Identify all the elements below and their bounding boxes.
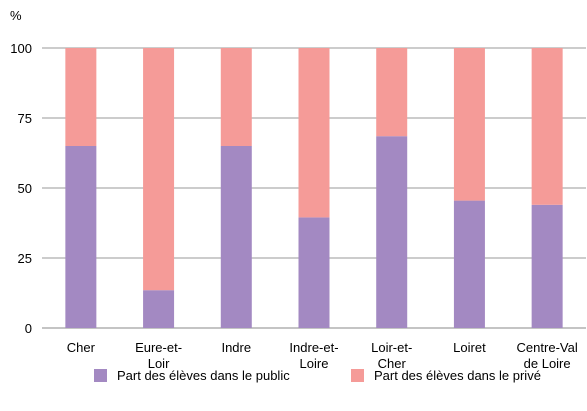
x-category-label-6: Centre-Val de Loire <box>517 340 578 371</box>
bar-public-3 <box>298 217 330 328</box>
legend-label-public: Part des élèves dans le public <box>117 368 290 383</box>
bar-public-2 <box>220 146 252 328</box>
x-category-label-1: Eure-et-Loir <box>135 340 182 371</box>
legend-item-public: Part des élèves dans le public <box>94 368 290 383</box>
legend-item-private: Part des élèves dans le privé <box>351 368 541 383</box>
y-tick-label-50: 50 <box>18 181 32 196</box>
x-category-label-3: Indre-et-Loire <box>289 340 338 371</box>
x-category-label-2: Indre <box>221 340 251 355</box>
bar-public-4 <box>376 136 408 328</box>
x-axis-category-labels: Cher Eure-et-Loir Indre Indre-et-Loire Loir-… <box>67 340 578 371</box>
y-tick-label-75: 75 <box>18 111 32 126</box>
bar-public-6 <box>531 204 563 328</box>
bar-private-4 <box>376 48 408 137</box>
bar-public-5 <box>453 200 485 328</box>
legend-label-private: Part des élèves dans le privé <box>374 368 541 383</box>
bar-private-2 <box>220 48 252 146</box>
legend-swatch-private <box>351 369 364 382</box>
bars <box>65 48 563 328</box>
bar-private-0 <box>65 48 97 146</box>
y-axis-tick-labels: 0 25 50 75 100 <box>10 41 32 336</box>
x-category-label-5: Loiret <box>453 340 486 355</box>
x-category-label-4: Loir-et-Cher <box>371 340 412 371</box>
bar-public-0 <box>65 146 97 328</box>
y-tick-label-25: 25 <box>18 251 32 266</box>
bar-public-1 <box>143 290 175 328</box>
y-tick-label-100: 100 <box>10 41 32 56</box>
legend: Part des élèves dans le public Part des … <box>0 368 587 392</box>
bar-private-1 <box>143 48 175 291</box>
y-axis-unit: % <box>10 8 22 23</box>
bar-private-5 <box>453 48 485 201</box>
bar-private-6 <box>531 48 563 205</box>
x-category-label-0: Cher <box>67 340 96 355</box>
legend-swatch-public <box>94 369 107 382</box>
y-tick-label-0: 0 <box>25 321 32 336</box>
bar-private-3 <box>298 48 330 218</box>
